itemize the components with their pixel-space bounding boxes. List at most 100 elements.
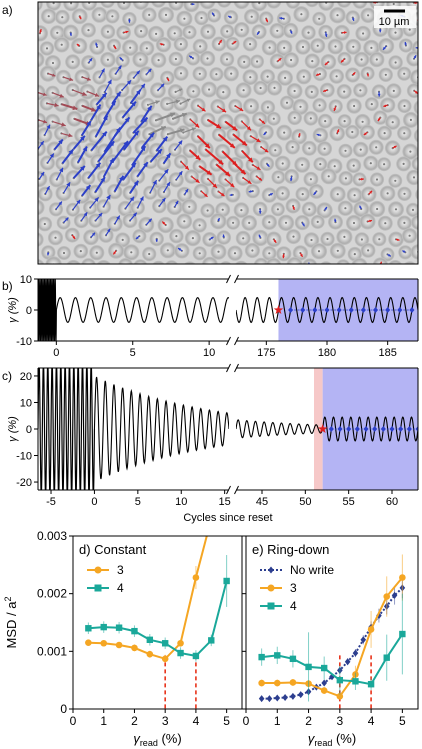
particle-center bbox=[370, 46, 373, 50]
x-axis-label: γread (%) bbox=[133, 731, 181, 748]
particle-center bbox=[243, 60, 246, 64]
arrow-head bbox=[195, 178, 200, 183]
particle-center bbox=[301, 163, 304, 166]
particle-center bbox=[225, 267, 227, 269]
arrow-head bbox=[185, 189, 188, 193]
particle bbox=[388, 260, 403, 264]
particle bbox=[96, 260, 111, 264]
arrow-head bbox=[175, 200, 179, 205]
arrow-head bbox=[131, 101, 136, 107]
readout-point bbox=[409, 307, 415, 313]
arrow-head bbox=[379, 261, 382, 264]
particle-center bbox=[206, 209, 209, 212]
particle-center bbox=[353, 194, 356, 197]
arrow-head bbox=[363, 132, 367, 135]
arrow-head bbox=[58, 139, 63, 145]
particle-center bbox=[352, 221, 356, 225]
x-tick-label: 4 bbox=[193, 714, 200, 728]
data-point bbox=[208, 637, 215, 644]
arrow-head bbox=[315, 73, 319, 76]
particle-center bbox=[232, 221, 235, 224]
strain-series-training bbox=[38, 368, 96, 490]
particle-center bbox=[319, 163, 322, 166]
particle-center bbox=[369, 162, 372, 165]
arrow-head bbox=[143, 162, 148, 168]
arrow-head bbox=[85, 265, 88, 268]
particle-center bbox=[293, 116, 296, 119]
x-tick-label: 1 bbox=[274, 714, 281, 728]
particle-center bbox=[198, 252, 201, 255]
data-point bbox=[100, 639, 108, 647]
particle-center bbox=[408, 234, 411, 237]
particle-center bbox=[250, 15, 253, 18]
particle-center bbox=[376, 207, 379, 211]
particle bbox=[133, 259, 148, 264]
data-point bbox=[360, 636, 367, 644]
x-tick-label: 0 bbox=[53, 347, 59, 359]
particle-center bbox=[318, 104, 321, 107]
particle-center bbox=[308, 208, 311, 211]
arrow-head bbox=[58, 201, 62, 206]
arrow-head bbox=[343, 31, 347, 34]
particle-center bbox=[145, 47, 148, 50]
x-tick-label: 5 bbox=[399, 714, 406, 728]
particle-center bbox=[409, 268, 411, 270]
data-point bbox=[297, 691, 304, 699]
plot-segment bbox=[38, 279, 229, 341]
particle-center bbox=[343, 90, 346, 93]
legend-marker bbox=[267, 602, 275, 610]
arrow-head bbox=[388, 254, 391, 257]
particle-center bbox=[316, 220, 319, 223]
arrow-head bbox=[233, 41, 237, 44]
readout-point bbox=[415, 426, 418, 432]
particle-center bbox=[240, 28, 243, 31]
legend-label: 4 bbox=[117, 581, 124, 595]
data-point bbox=[321, 679, 327, 687]
arrow-head bbox=[101, 68, 105, 73]
arrow-head bbox=[61, 122, 66, 127]
arrow-head bbox=[324, 207, 327, 210]
x-tick-label: 3 bbox=[336, 714, 343, 728]
particle bbox=[413, 100, 418, 115]
arrow-head bbox=[119, 175, 124, 181]
particle-center bbox=[61, 16, 64, 19]
particle-center bbox=[98, 13, 101, 16]
arrow-head bbox=[96, 104, 101, 110]
x-tick-label: 15 bbox=[219, 496, 231, 508]
particle-center bbox=[139, 58, 142, 61]
particle-center bbox=[353, 104, 356, 108]
particle bbox=[372, 257, 389, 264]
arrow-head bbox=[379, 30, 382, 33]
legend-label: No write bbox=[290, 563, 334, 577]
write-star-marker bbox=[317, 424, 328, 433]
arrow-head bbox=[248, 157, 253, 163]
particle-center bbox=[310, 238, 313, 242]
particle bbox=[151, 2, 166, 8]
arrow-head bbox=[258, 234, 262, 238]
arrow-head bbox=[278, 58, 282, 61]
data-point bbox=[367, 626, 375, 633]
particle-center bbox=[191, 237, 194, 240]
particle-center bbox=[292, 235, 295, 238]
particle bbox=[302, 258, 318, 264]
data-point bbox=[258, 679, 265, 687]
y-tick-label: 20 bbox=[20, 371, 32, 383]
particle-center bbox=[240, 267, 242, 269]
arrow-head bbox=[160, 126, 166, 131]
particle-center bbox=[276, 29, 279, 32]
arrow-head bbox=[46, 124, 51, 129]
particle bbox=[406, 169, 418, 186]
data-point bbox=[161, 640, 169, 647]
particle-center bbox=[394, 31, 397, 34]
arrow-head bbox=[43, 119, 47, 124]
particle-center bbox=[277, 176, 280, 179]
particle-center bbox=[310, 90, 313, 93]
particle bbox=[233, 2, 250, 10]
y-tick-label: 0 bbox=[60, 702, 67, 716]
particle-center bbox=[106, 30, 109, 33]
particle-center bbox=[370, 103, 373, 106]
arrow-head bbox=[124, 117, 130, 123]
arrow-head bbox=[256, 166, 261, 170]
particle-center bbox=[95, 251, 98, 254]
plot-segment bbox=[38, 368, 229, 490]
